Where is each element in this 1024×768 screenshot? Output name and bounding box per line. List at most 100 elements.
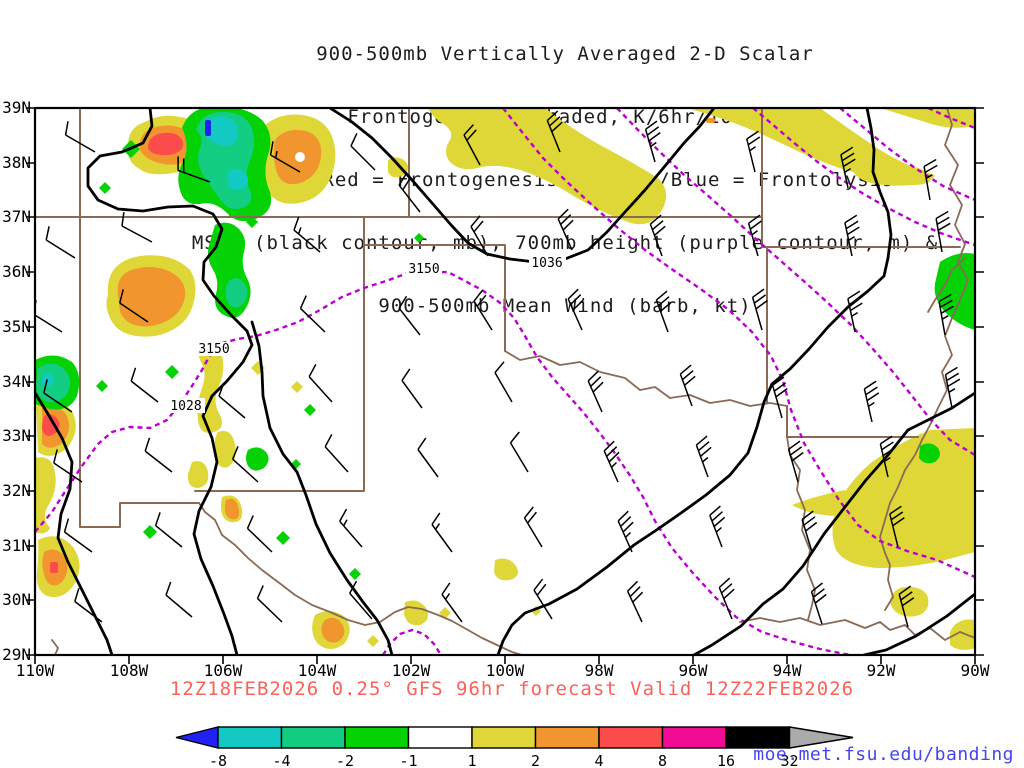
wind-barb	[431, 512, 453, 553]
wind-barb	[746, 130, 761, 173]
wind-barb	[470, 215, 489, 257]
title-line-4: MSLP (black contour, mb), 700mb height (…	[191, 232, 939, 254]
colorbar-tick-label: -1	[399, 752, 417, 768]
colorbar-right-arrow	[788, 726, 854, 749]
wind-barb	[898, 585, 915, 628]
lat-tick-label: 32N	[2, 481, 31, 500]
wind-barb	[154, 512, 183, 548]
wind-barb	[53, 449, 83, 483]
wind-barb	[695, 435, 712, 478]
wind-barb	[218, 382, 246, 419]
wind-barb	[655, 290, 672, 333]
wind-barb	[74, 587, 103, 623]
wind-barb	[751, 288, 768, 331]
contour-labels: 3150 3150 1036 1028	[168, 255, 566, 414]
site-link[interactable]: moe.met.fsu.edu/banding	[753, 744, 1014, 765]
colorbar-tick-label: -2	[336, 752, 354, 768]
wind-barb	[847, 290, 863, 333]
wind-barb	[293, 216, 321, 253]
wind-barb	[801, 510, 818, 553]
colorbar-tick-label: 8	[658, 752, 667, 768]
lat-tick-label: 39N	[2, 98, 31, 117]
frontogenesis-shading	[35, 108, 975, 650]
lon-tick-label: 106W	[204, 661, 243, 680]
wind-barb	[324, 434, 349, 473]
wind-barb	[401, 368, 423, 409]
wind-barb	[567, 288, 584, 331]
lat-tick-label: 36N	[2, 262, 31, 281]
wind-barb	[626, 580, 644, 623]
height-contour-label: 3150	[408, 262, 439, 277]
wind-barb	[398, 295, 421, 336]
wind-barb	[339, 508, 363, 548]
wind-barb	[844, 214, 860, 257]
wind-barb	[810, 582, 827, 625]
colorbar: -8 -4 -2 -1 1 2 4 8 16 32	[175, 726, 854, 768]
wind-barb	[64, 121, 96, 153]
mslp-contour-label: 1036	[531, 256, 562, 271]
lat-tick-label: 34N	[2, 372, 31, 391]
colorbar-tick-label: 16	[717, 752, 735, 768]
wind-barb	[177, 156, 211, 183]
wind-barb	[923, 158, 938, 201]
wind-barb	[944, 366, 961, 409]
lon-tick-label: 92W	[867, 661, 896, 680]
wind-barb	[43, 379, 73, 413]
lat-tick-label: 29N	[2, 645, 31, 664]
lat-tick-label: 35N	[2, 317, 31, 336]
lat-tick-label: 31N	[2, 536, 31, 555]
lat-tick-label: 37N	[2, 207, 31, 226]
wind-barb	[165, 581, 193, 618]
wind-barb	[649, 214, 666, 257]
wind-barb	[557, 208, 574, 251]
wind-barb	[63, 518, 93, 553]
lon-tick-label: 94W	[773, 661, 802, 680]
lon-tick-label: 100W	[486, 661, 525, 680]
wind-barb	[603, 440, 620, 483]
wind-barb	[709, 505, 726, 548]
latitude-axis: 39N 38N 37N 36N 35N 34N 33N 32N 31N 30N …	[2, 98, 31, 664]
wind-barb	[771, 376, 788, 419]
lon-tick-label: 102W	[392, 661, 431, 680]
forecast-validity-caption: 12Z18FEB2026 0.25° GFS 96hr forecast Val…	[169, 678, 855, 700]
lat-tick-label: 30N	[2, 590, 31, 609]
axis-ticks	[26, 107, 984, 664]
wind-barb	[144, 437, 173, 473]
wind-barb	[617, 510, 634, 553]
wind-barb	[587, 370, 604, 413]
mslp-contour-label: 1028	[170, 399, 201, 414]
wind-barb	[463, 124, 481, 166]
wind-barb	[509, 431, 529, 473]
mslp-contours	[35, 108, 975, 655]
wind-barb	[840, 146, 856, 189]
height-contour-label: 3150	[198, 342, 229, 357]
colorbar-tick-label: -4	[272, 752, 290, 768]
wind-barb	[256, 585, 283, 623]
wind-barb	[398, 172, 421, 213]
wind-barb	[679, 364, 696, 407]
colorbar-tick-label: 2	[531, 752, 540, 768]
wind-barb	[863, 380, 880, 423]
wind-barb	[787, 440, 804, 483]
colorbar-tick-label: 32	[780, 752, 798, 768]
longitude-axis: 110W 108W 106W 104W 102W 100W 98W 96W 94…	[16, 661, 990, 680]
title-line-1: 900-500mb Vertically Averaged 2-D Scalar	[316, 43, 814, 65]
wind-barb	[269, 141, 301, 173]
wind-barb	[718, 577, 735, 620]
lat-tick-label: 38N	[2, 153, 31, 172]
wind-barb	[938, 293, 954, 336]
wind-barb	[533, 578, 553, 620]
wind-barb	[546, 110, 563, 153]
lat-tick-label: 33N	[2, 426, 31, 445]
colorbar-tick-label: 4	[594, 752, 603, 768]
colorbar-left-arrow	[175, 726, 219, 749]
lon-tick-label: 108W	[110, 661, 149, 680]
wind-barb	[232, 446, 259, 483]
wind-barb	[441, 582, 463, 623]
wind-barb	[747, 214, 763, 257]
wind-barb	[350, 132, 376, 171]
wind-barb	[246, 515, 273, 553]
wind-barb	[308, 364, 333, 403]
